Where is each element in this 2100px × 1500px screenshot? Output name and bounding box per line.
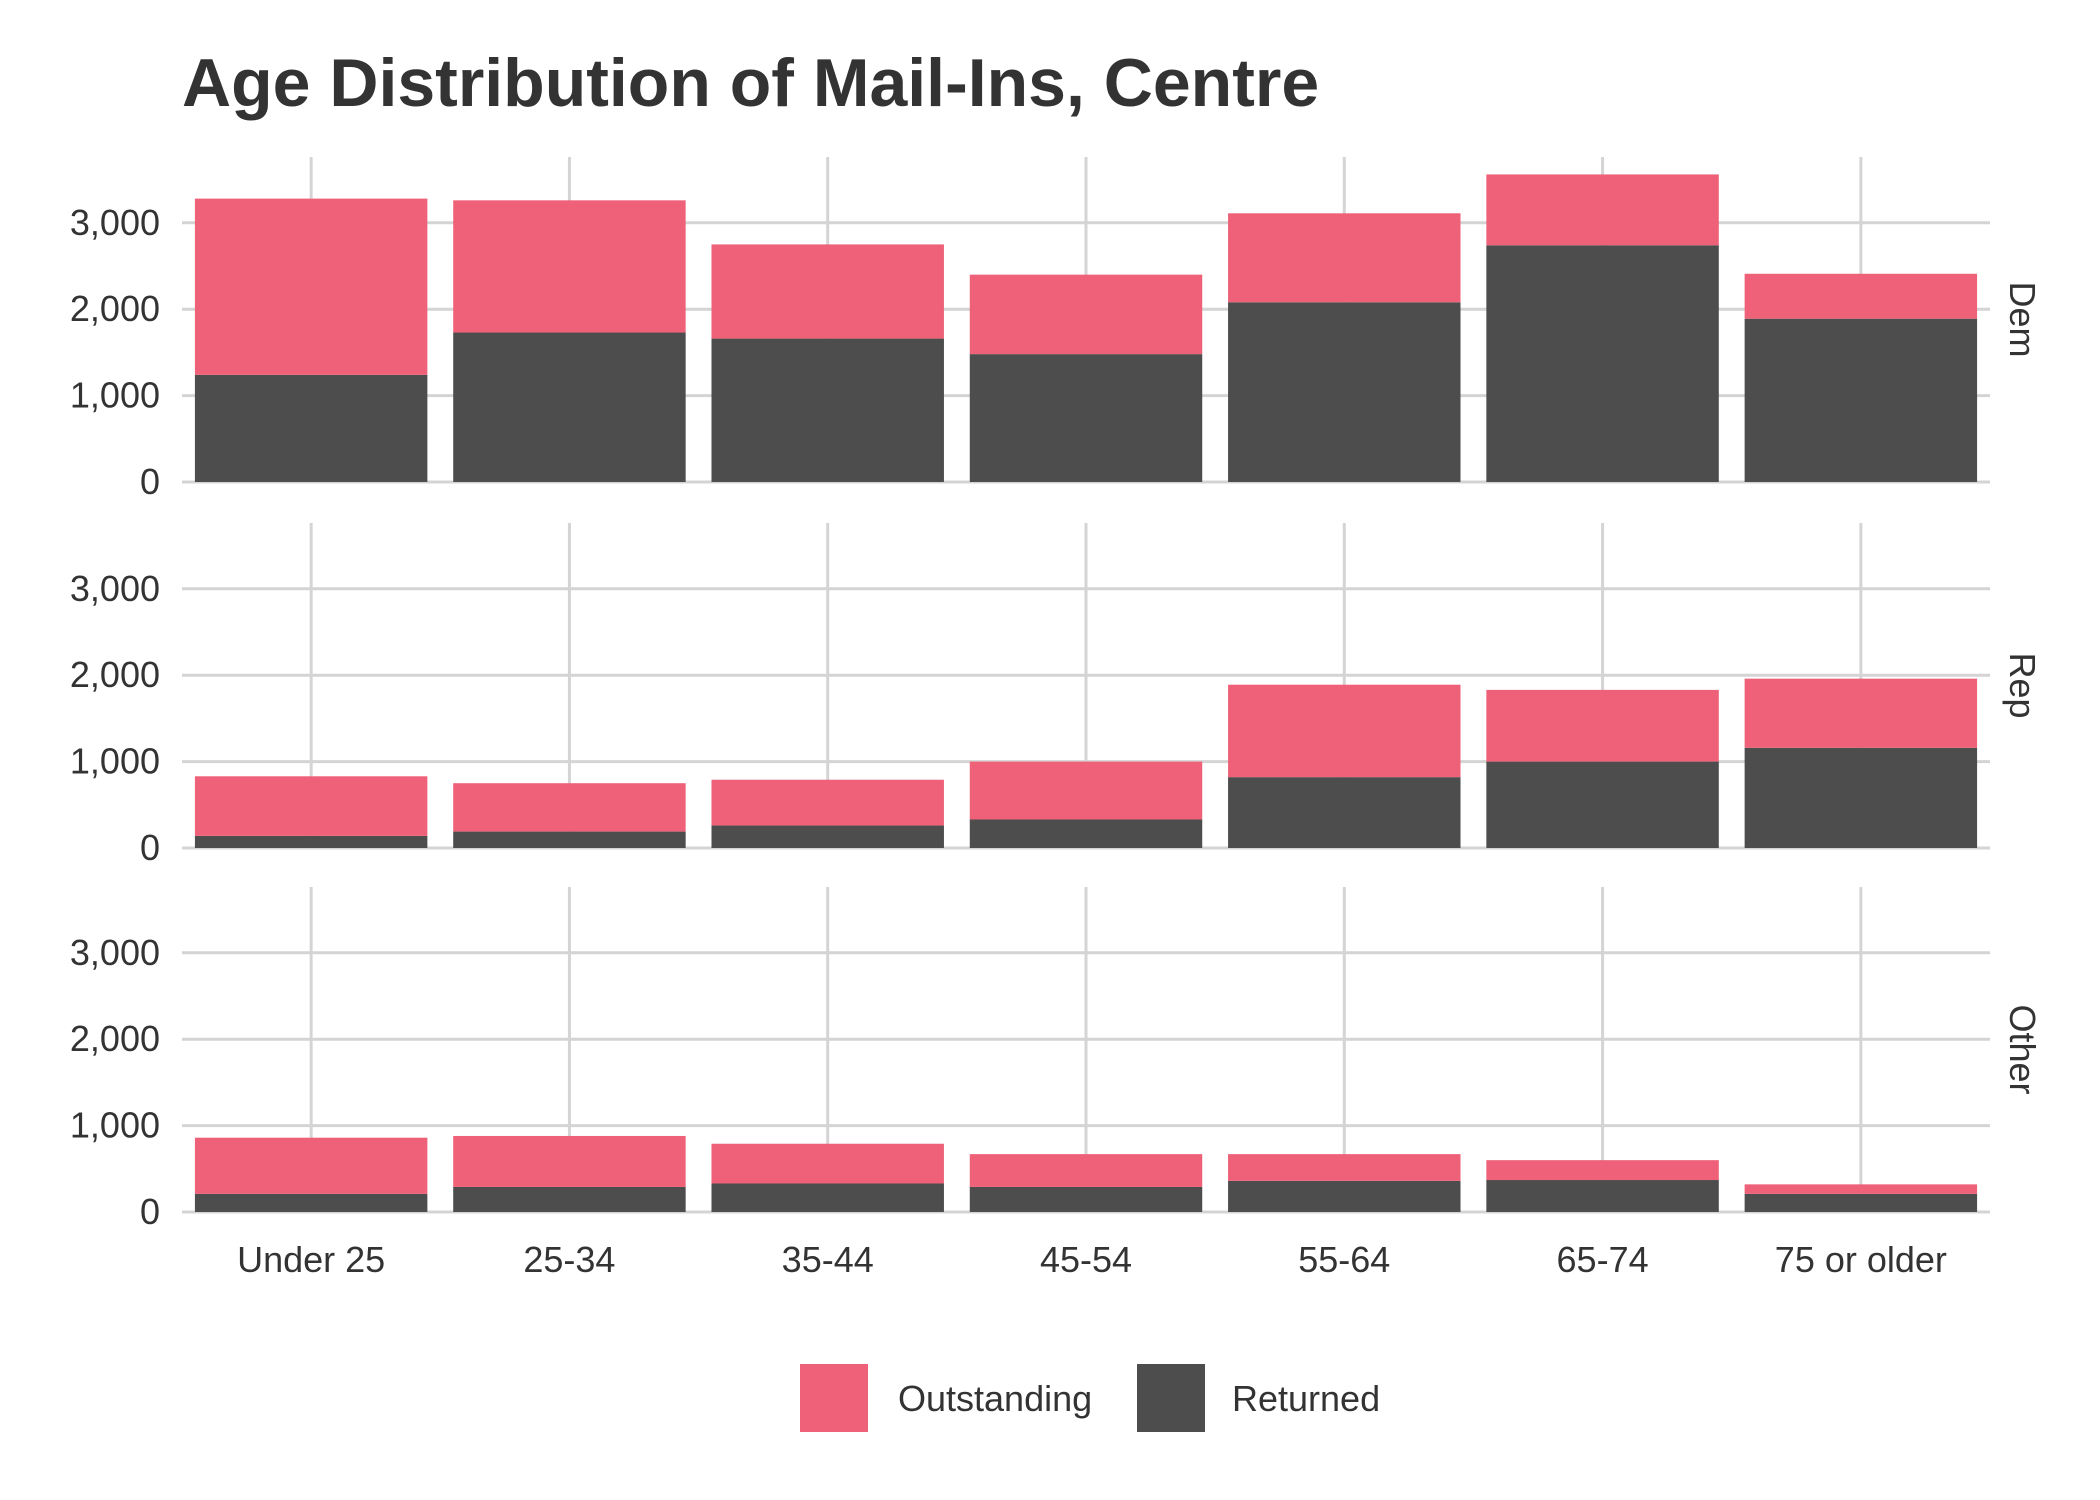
bar-other-65-74-outstanding	[1486, 1160, 1719, 1181]
bar-other-45-54-returned	[969, 1186, 1203, 1212]
bar-rep-75-or-older-returned	[1744, 747, 1978, 848]
y-tick-label-rep-1000: 1,000	[70, 741, 160, 782]
bar-layer	[194, 174, 1978, 1212]
bar-dem-65-74-returned	[1486, 245, 1719, 482]
bar-rep-55-64-outstanding	[1228, 684, 1461, 778]
bar-dem-75-or-older-returned	[1744, 318, 1978, 482]
x-tick-label-75-or-older: 75 or older	[1775, 1239, 1947, 1280]
bar-other-under-25-outstanding	[194, 1137, 428, 1194]
facet-label-rep: Rep	[2002, 652, 2043, 718]
y-tick-label-dem-0: 0	[140, 461, 160, 502]
bar-other-35-44-outstanding	[711, 1143, 944, 1184]
bar-dem-35-44-outstanding	[711, 244, 944, 339]
bar-dem-65-74-outstanding	[1486, 174, 1719, 246]
y-tick-label-rep-3000: 3,000	[70, 568, 160, 609]
bar-dem-under-25-outstanding	[194, 198, 428, 375]
bar-other-75-or-older-outstanding	[1744, 1184, 1978, 1194]
legend-key-returned	[1137, 1364, 1205, 1432]
x-tick-label-45-54: 45-54	[1040, 1239, 1132, 1280]
legend-label-returned: Returned	[1232, 1378, 1380, 1419]
y-tick-label-other-2000: 2,000	[70, 1018, 160, 1059]
y-tick-label-rep-0: 0	[140, 827, 160, 868]
x-tick-label-55-64: 55-64	[1298, 1239, 1390, 1280]
bar-rep-under-25-outstanding	[194, 776, 428, 836]
facet-label-other: Other	[2002, 1004, 2043, 1094]
y-tick-label-dem-1000: 1,000	[70, 375, 160, 416]
bar-dem-55-64-returned	[1228, 302, 1461, 482]
bar-other-under-25-returned	[194, 1193, 428, 1212]
bar-dem-55-64-outstanding	[1228, 213, 1461, 303]
axis-layer: 0 1,000 2,000 3,000 Dem 0 1,000 2,000 3,000 Rep 0 1…	[70, 202, 2043, 1280]
bar-rep-45-54-outstanding	[969, 761, 1203, 820]
y-tick-label-other-1000: 1,000	[70, 1105, 160, 1146]
bar-rep-under-25-returned	[194, 835, 428, 848]
bar-other-75-or-older-returned	[1744, 1193, 1978, 1212]
y-tick-label-dem-2000: 2,000	[70, 288, 160, 329]
bar-dem-under-25-returned	[194, 374, 428, 482]
x-tick-label-35-44: 35-44	[782, 1239, 874, 1280]
bar-rep-55-64-returned	[1228, 777, 1461, 848]
x-tick-label-65-74: 65-74	[1557, 1239, 1649, 1280]
bar-rep-45-54-returned	[969, 819, 1203, 848]
y-tick-label-dem-3000: 3,000	[70, 202, 160, 243]
x-tick-label-under-25: Under 25	[237, 1239, 385, 1280]
chart-title: Age Distribution of Mail-Ins, Centre	[182, 45, 1320, 121]
legend-label-outstanding: Outstanding	[898, 1378, 1092, 1419]
bar-rep-35-44-outstanding	[711, 779, 944, 826]
bar-other-25-34-outstanding	[453, 1135, 686, 1187]
bar-other-55-64-returned	[1228, 1180, 1461, 1212]
y-tick-label-other-3000: 3,000	[70, 932, 160, 973]
bar-other-45-54-outstanding	[969, 1154, 1203, 1187]
bar-other-35-44-returned	[711, 1183, 944, 1212]
y-tick-label-rep-2000: 2,000	[70, 654, 160, 695]
legend: Outstanding Returned	[800, 1364, 1380, 1432]
bar-rep-75-or-older-outstanding	[1744, 678, 1978, 748]
bar-rep-65-74-outstanding	[1486, 689, 1719, 762]
bar-rep-35-44-returned	[711, 825, 944, 848]
bar-rep-65-74-returned	[1486, 761, 1719, 848]
bar-other-65-74-returned	[1486, 1180, 1719, 1212]
x-tick-label-25-34: 25-34	[523, 1239, 615, 1280]
bar-rep-25-34-returned	[453, 831, 686, 848]
bar-rep-25-34-outstanding	[453, 783, 686, 832]
bar-dem-25-34-returned	[453, 332, 686, 482]
bar-dem-35-44-returned	[711, 338, 944, 482]
legend-key-outstanding	[800, 1364, 868, 1432]
bar-dem-45-54-outstanding	[969, 274, 1203, 355]
bar-dem-75-or-older-outstanding	[1744, 273, 1978, 319]
bar-other-55-64-outstanding	[1228, 1154, 1461, 1181]
y-tick-label-other-0: 0	[140, 1191, 160, 1232]
bar-dem-25-34-outstanding	[453, 200, 686, 333]
facet-label-dem: Dem	[2002, 281, 2043, 357]
bar-other-25-34-returned	[453, 1186, 686, 1212]
bar-dem-45-54-returned	[969, 354, 1203, 482]
